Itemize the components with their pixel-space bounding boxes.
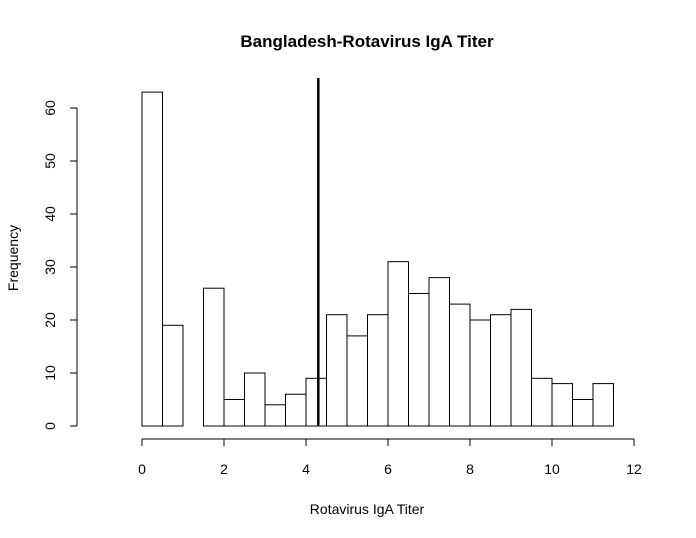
histogram-bar [141,91,163,427]
histogram-bar [203,287,225,427]
y-tick-label: 50 [42,153,58,169]
y-tick-label: 20 [42,312,58,328]
histogram-bar [305,377,327,427]
x-tick-label: 12 [626,461,642,477]
histogram-bar [510,308,532,427]
histogram-bar [367,314,389,427]
histogram-bar [162,324,184,427]
histogram-bar [551,383,573,427]
histogram-bar [285,393,307,427]
histogram-bar [531,377,553,427]
y-axis: 0 10 20 30 40 50 60 [42,100,78,430]
histogram-bar [244,372,266,427]
histogram-bar [572,399,594,427]
histogram-bar [592,383,614,427]
x-tick-label: 8 [466,461,474,477]
x-tick-label: 0 [138,461,146,477]
y-tick-label: 40 [42,206,58,222]
y-tick-label: 30 [42,259,58,275]
histogram-bar [428,277,450,427]
x-tick-label: 2 [220,461,228,477]
x-axis-label: Rotavirus IgA Titer [310,501,425,517]
x-tick-label: 10 [544,461,560,477]
histogram-bar [264,404,286,427]
x-tick-label: 4 [302,461,310,477]
histogram-bar [469,319,491,427]
histogram-bar [408,293,430,427]
histogram-bar [490,314,512,427]
histogram-bar [326,314,348,427]
histogram-bar [223,399,245,427]
y-axis-label: Frequency [5,225,21,291]
chart-title: Bangladesh-Rotavirus IgA Titer [240,32,494,51]
x-axis: 0 2 4 6 8 10 12 [138,438,642,477]
y-tick-label: 10 [42,365,58,381]
histogram-bar [346,335,368,427]
y-tick-label: 0 [42,422,58,430]
histogram-bar [387,261,409,427]
bars-group [141,91,614,427]
x-tick-label: 6 [384,461,392,477]
histogram-bar [449,303,471,427]
y-tick-label: 60 [42,100,58,116]
